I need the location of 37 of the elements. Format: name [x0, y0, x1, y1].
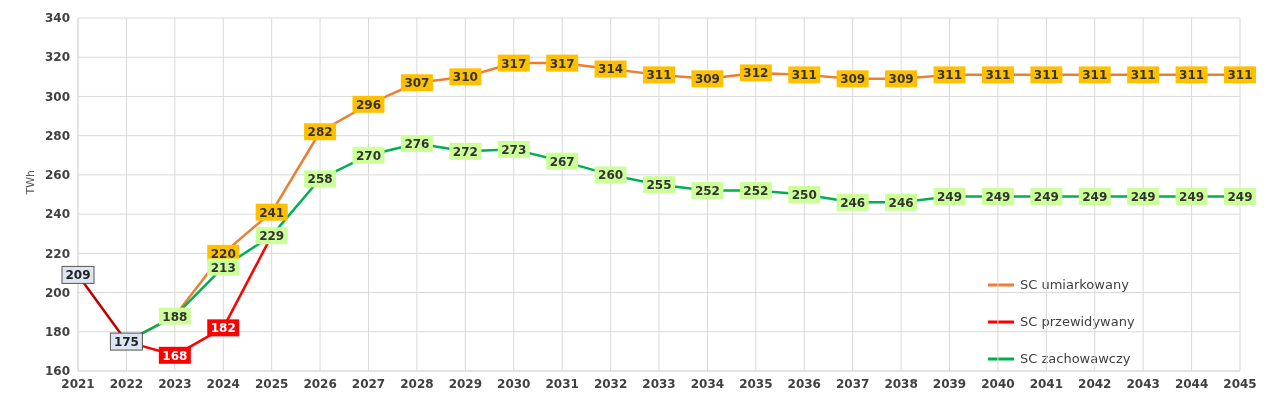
y-axis-title: TWh: [23, 169, 37, 196]
y-tick-label: 240: [44, 207, 70, 222]
x-tick-label: 2030: [497, 376, 531, 391]
x-tick-label: 2040: [981, 376, 1015, 391]
y-tick-label: 280: [44, 128, 70, 143]
x-tick-label: 2035: [739, 376, 773, 391]
x-tick-label: 2043: [1126, 376, 1160, 391]
y-tick-label: 220: [44, 246, 70, 261]
x-tick-label: 2027: [351, 376, 386, 391]
x-tick-label: 2024: [206, 376, 240, 391]
y-tick-label: 200: [44, 285, 70, 300]
x-tick-label: 2031: [545, 376, 579, 391]
x-tick-label: 2034: [690, 376, 725, 391]
y-tick-label: 340: [44, 11, 70, 26]
x-tick-label: 2042: [1078, 376, 1112, 391]
x-tick-label: 2029: [448, 376, 483, 391]
x-tick-label: 2037: [835, 376, 870, 391]
x-tick-label: 2033: [642, 376, 676, 391]
y-tick-label: 320: [44, 50, 70, 65]
y-tick-label: 180: [44, 325, 70, 340]
legend-label: SC zachowawczy: [1020, 351, 1131, 366]
x-tick-label: 2039: [932, 376, 967, 391]
x-tick-label: 2028: [400, 376, 434, 391]
y-tick-label: 160: [44, 364, 70, 379]
x-tick-label: 2026: [303, 376, 337, 391]
x-tick-label: 2021: [61, 376, 95, 391]
x-tick-label: 2032: [593, 376, 628, 391]
x-tick-label: 2036: [787, 376, 821, 391]
y-tick-label: 300: [44, 89, 70, 104]
x-tick-label: 2041: [1029, 376, 1064, 391]
x-tick-label: 2022: [109, 376, 144, 391]
x-tick-label: 2023: [158, 376, 192, 391]
x-tick-label: 2025: [254, 376, 289, 391]
x-tick-label: 2044: [1174, 376, 1209, 391]
y-tick-label: 260: [44, 168, 70, 183]
x-tick-label: 2038: [884, 376, 918, 391]
x-tick-label: 2045: [1223, 376, 1257, 391]
